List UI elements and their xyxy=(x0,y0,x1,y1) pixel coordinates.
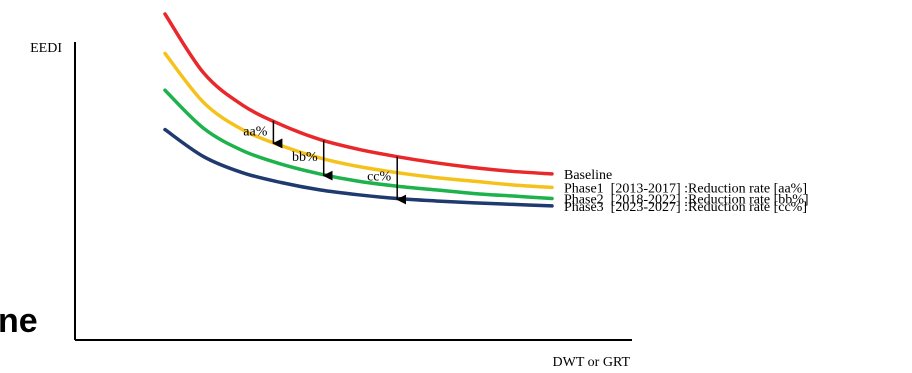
series-label-0: Baseline xyxy=(564,168,612,183)
x-axis-label: DWT or GRT xyxy=(553,355,631,370)
axes xyxy=(74,42,632,341)
series-line-0 xyxy=(163,12,554,176)
series-line-2 xyxy=(163,88,554,201)
series-label-3: Phase3 [2023-2027] :Reduction rate [cc%] xyxy=(564,200,807,215)
arrow-labels: aa% bb% cc% xyxy=(243,125,391,185)
side-text-fragment: ne xyxy=(0,302,38,340)
reduction-label-1: bb% xyxy=(292,150,318,165)
reduction-label-2: cc% xyxy=(367,170,391,185)
series-lines xyxy=(163,12,554,208)
series-line-1 xyxy=(163,51,554,190)
series-line-3 xyxy=(163,127,554,208)
reduction-label-0: aa% xyxy=(243,125,267,140)
series-label-1: Phase1 [2013-2017] :Reduction rate [aa%] xyxy=(564,181,807,196)
y-axis-label: EEDI xyxy=(30,41,62,56)
reduction-arrows xyxy=(272,120,407,205)
series-label-2: Phase2 [2018-2022] :Reduction rate [bb%] xyxy=(564,193,809,208)
